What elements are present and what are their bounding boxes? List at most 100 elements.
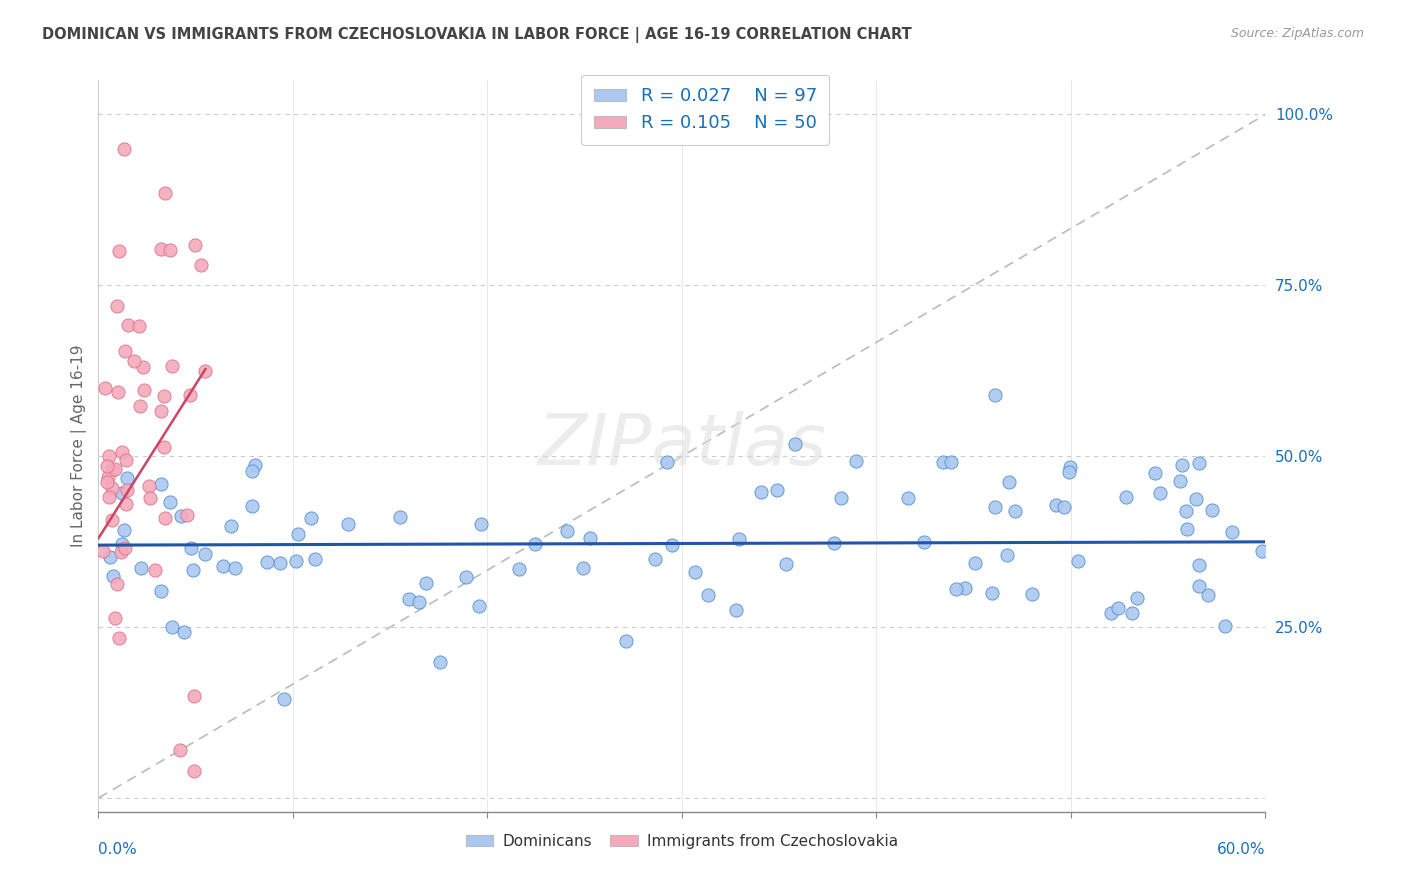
Point	[984, 388, 1007, 402]
Point	[242, 464, 264, 478]
Point	[240, 499, 263, 513]
Point	[997, 475, 1019, 489]
Point	[93, 381, 115, 395]
Point	[153, 186, 176, 201]
Point	[614, 633, 637, 648]
Point	[284, 554, 307, 568]
Point	[184, 238, 207, 252]
Point	[1045, 498, 1067, 512]
Point	[134, 383, 156, 397]
Point	[1168, 475, 1191, 489]
Point	[287, 527, 309, 541]
Point	[429, 655, 451, 669]
Point	[1215, 618, 1237, 632]
Point	[149, 583, 172, 598]
Point	[415, 575, 437, 590]
Point	[1201, 502, 1223, 516]
Point	[1067, 554, 1090, 568]
Point	[176, 508, 198, 522]
Point	[830, 491, 852, 506]
Point	[108, 244, 131, 259]
Point	[211, 559, 233, 574]
Point	[221, 519, 243, 533]
Point	[100, 513, 122, 527]
Point	[644, 551, 666, 566]
Point	[304, 552, 326, 566]
Y-axis label: In Labor Force | Age 16-19: In Labor Force | Age 16-19	[72, 344, 87, 548]
Point	[981, 586, 1004, 600]
Point	[273, 691, 295, 706]
Point	[470, 517, 492, 532]
Point	[1187, 579, 1209, 593]
Point	[173, 624, 195, 639]
Point	[98, 490, 121, 504]
Point	[1149, 486, 1171, 500]
Point	[572, 561, 595, 575]
Legend: Dominicans, Immigrants from Czechoslovakia: Dominicans, Immigrants from Czechoslovak…	[460, 828, 904, 855]
Point	[101, 482, 124, 496]
Point	[785, 437, 807, 451]
Point	[104, 611, 127, 625]
Point	[897, 491, 920, 505]
Point	[1188, 456, 1211, 470]
Point	[269, 556, 291, 570]
Point	[1107, 601, 1129, 615]
Point	[115, 452, 138, 467]
Point	[953, 581, 976, 595]
Point	[153, 511, 176, 525]
Point	[97, 469, 120, 483]
Point	[194, 548, 217, 562]
Point	[389, 509, 412, 524]
Point	[1188, 558, 1211, 572]
Text: ZIPatlas: ZIPatlas	[537, 411, 827, 481]
Point	[256, 555, 278, 569]
Point	[139, 491, 162, 506]
Point	[105, 577, 128, 591]
Point	[129, 561, 152, 575]
Point	[180, 541, 202, 556]
Point	[112, 142, 135, 156]
Point	[224, 560, 246, 574]
Point	[468, 599, 491, 614]
Point	[299, 511, 322, 525]
Point	[1222, 524, 1244, 539]
Point	[912, 535, 935, 549]
Point	[398, 592, 420, 607]
Point	[1170, 458, 1192, 472]
Point	[728, 532, 751, 546]
Point	[1121, 607, 1143, 621]
Point	[1099, 606, 1122, 620]
Point	[749, 485, 772, 500]
Text: 60.0%: 60.0%	[1218, 842, 1265, 857]
Point	[655, 455, 678, 469]
Point	[1250, 544, 1272, 558]
Point	[114, 343, 136, 358]
Point	[1184, 492, 1206, 507]
Point	[337, 517, 360, 532]
Point	[149, 242, 172, 256]
Point	[111, 537, 134, 551]
Point	[152, 389, 174, 403]
Point	[932, 455, 955, 469]
Point	[965, 557, 987, 571]
Point	[149, 404, 172, 418]
Point	[1059, 459, 1081, 474]
Point	[1004, 504, 1026, 518]
Point	[115, 483, 138, 498]
Text: Source: ZipAtlas.com: Source: ZipAtlas.com	[1230, 27, 1364, 40]
Point	[724, 603, 747, 617]
Point	[1175, 504, 1198, 518]
Point	[578, 531, 600, 545]
Point	[557, 524, 579, 539]
Point	[1115, 491, 1137, 505]
Point	[183, 689, 205, 703]
Point	[984, 500, 1007, 514]
Point	[143, 563, 166, 577]
Point	[1197, 588, 1219, 602]
Point	[845, 454, 868, 468]
Point	[170, 508, 193, 523]
Point	[107, 384, 129, 399]
Text: 0.0%: 0.0%	[98, 842, 138, 857]
Point	[1021, 587, 1043, 601]
Point	[823, 536, 845, 550]
